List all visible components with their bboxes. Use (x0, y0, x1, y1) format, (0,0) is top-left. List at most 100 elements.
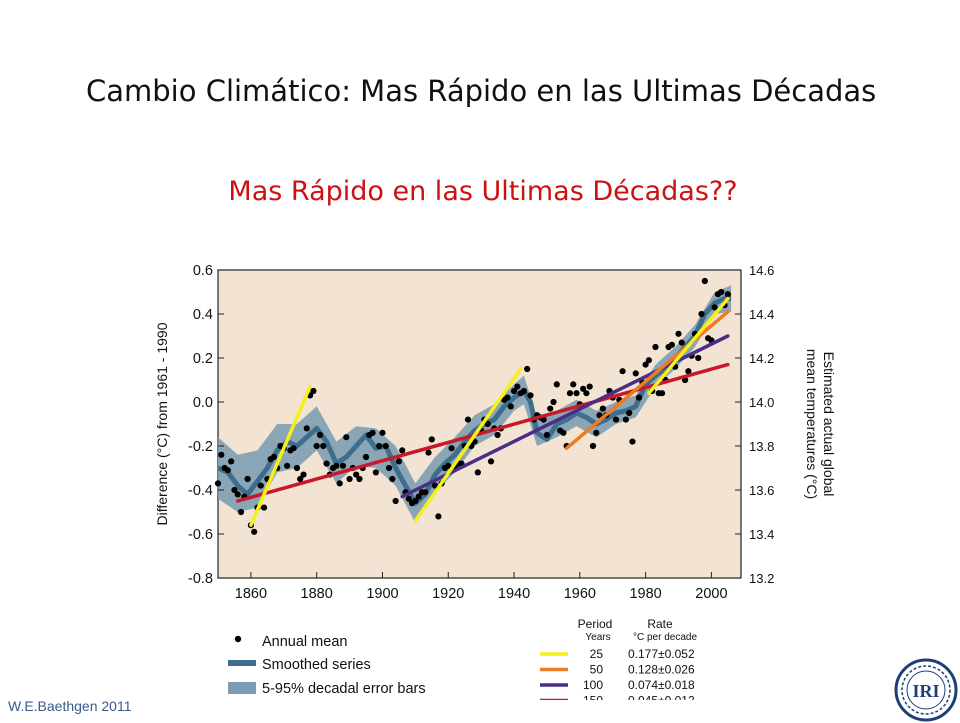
annual-mean-point (224, 467, 231, 474)
y-tick-label: -0.2 (188, 439, 213, 455)
error-band-layer (218, 285, 732, 523)
x-tick-label: 2000 (695, 586, 727, 602)
legend-band: 5-95% decadal error bars (262, 681, 426, 697)
annual-mean-point (339, 462, 347, 469)
footer-credit: W.E.Baethgen 2011 (8, 698, 132, 714)
annual-mean-point (626, 409, 633, 417)
trend-layer (235, 296, 730, 527)
annual-mean-point (510, 387, 518, 395)
legend-rate-50: 0.128±0.026 (628, 663, 695, 677)
annual-mean-point (675, 330, 682, 337)
annual-mean-point (251, 528, 258, 535)
annual-mean-point (362, 453, 370, 461)
annual-mean-point (389, 475, 396, 483)
y-tick-label: -0.6 (188, 527, 213, 543)
annual-mean-point (589, 442, 597, 450)
annual-mean-point (547, 405, 554, 412)
legend-rows: 25 0.177±0.052 50 0.128±0.026 100 0.074±0.018… (540, 647, 695, 700)
legend-rate-header: Rate (647, 617, 673, 631)
annual-mean-point (695, 354, 702, 362)
annual-mean-point (573, 390, 580, 397)
x-ticks: 1860 1880 1900 1920 1940 1960 1980 2000 (235, 572, 728, 602)
annual-mean-point (484, 420, 491, 428)
annual-mean-point (494, 431, 501, 439)
trend-line-150 (235, 362, 730, 503)
annual-mean-point (668, 341, 676, 348)
trend-line-50 (564, 310, 730, 450)
legend-period-unit: Years (585, 632, 610, 643)
annual-mean-point (385, 464, 393, 472)
y2-tick-label: 13.6 (749, 483, 774, 498)
legend-annual-mean: Annual mean (262, 634, 347, 650)
slide-title: Cambio Climático: Mas Rápido en las Ulti… (86, 74, 877, 108)
x-tick-label: 1860 (235, 586, 267, 602)
annual-mean-point (234, 491, 241, 498)
y-tick-label: 0.6 (193, 263, 213, 279)
temperature-chart: 0.60.40.20.0-0.2-0.4-0.6-0.8 14.614.414.… (154, 263, 837, 700)
annual-mean-point (376, 442, 383, 450)
annual-mean-point (293, 464, 301, 472)
annual-mean-point (395, 458, 403, 465)
legend-smoothed-swatch (228, 660, 256, 666)
annual-mean-point (333, 462, 340, 469)
annual-mean-point (701, 277, 708, 285)
annual-mean-point (642, 361, 649, 368)
annual-mean-point (320, 442, 327, 450)
x-tick-label: 1900 (366, 586, 398, 602)
annual-mean-point (619, 368, 626, 375)
annual-mean-point (270, 453, 278, 461)
legend-rate-25: 0.177±0.052 (628, 647, 695, 661)
slide-subtitle: Mas Rápido en las Ultimas Décadas?? (228, 176, 738, 207)
y-tick-label: 0.4 (193, 307, 213, 323)
annual-mean-point (652, 343, 659, 351)
y-ticks: 0.6 0.4 0.2 0.0 -0.2 -0.4 -0.6 -0.8 (188, 263, 224, 587)
annual-mean-point (635, 394, 643, 401)
annual-mean-point (566, 390, 574, 397)
legend-right: Period Years Rate °C per decade 25 0.177±… (540, 617, 697, 700)
y-tick-label: 0.0 (193, 395, 213, 411)
annual-mean-point (428, 436, 435, 443)
annual-mean-point (586, 383, 593, 390)
legend-period-50: 50 (590, 663, 604, 677)
annual-mean-point (580, 385, 587, 392)
y-tick-label: 0.2 (193, 351, 213, 367)
annual-mean-point (290, 445, 297, 452)
y2-tick-label: 14.0 (749, 395, 774, 410)
annual-mean-point (316, 431, 324, 439)
annual-mean-point (698, 310, 705, 318)
annual-mean-point (313, 442, 320, 450)
annual-mean-point (399, 447, 406, 454)
annual-mean-point (718, 288, 725, 296)
annual-mean-point (343, 434, 350, 441)
annual-mean-point (629, 438, 636, 445)
annual-mean-point (520, 387, 528, 395)
y2-tick-label: 13.4 (749, 527, 774, 542)
annual-mean-point (550, 398, 557, 406)
annual-mean-point (507, 403, 514, 410)
annual-mean-point (405, 495, 412, 502)
annual-mean-point (514, 383, 521, 390)
y2-tick-label: 13.8 (749, 439, 774, 454)
annual-mean-point (412, 497, 419, 505)
annual-mean-point (570, 381, 577, 388)
annual-mean-point (560, 429, 567, 436)
x-tick-label: 1940 (498, 586, 530, 602)
legend-band-swatch (228, 682, 256, 694)
annual-mean-point (724, 291, 731, 298)
legend-period-25: 25 (590, 647, 604, 661)
annual-mean-point (346, 475, 353, 483)
annual-mean-point (214, 480, 222, 487)
highlight-line-2 (413, 367, 523, 523)
legend-rate-unit: °C per decade (633, 632, 697, 643)
annual-mean-point (711, 304, 718, 311)
annual-mean-point (283, 462, 291, 469)
annual-mean-point (260, 504, 268, 511)
annual-mean-point (448, 445, 455, 452)
annual-mean-point (464, 416, 472, 423)
annual-mean-point (231, 486, 238, 494)
annual-mean-point (678, 339, 685, 346)
annual-mean-point (369, 429, 376, 436)
legend-rate-150: 0.045±0.012 (628, 694, 695, 701)
iri-logo: IRI (894, 658, 958, 722)
annual-mean-point (622, 416, 629, 423)
